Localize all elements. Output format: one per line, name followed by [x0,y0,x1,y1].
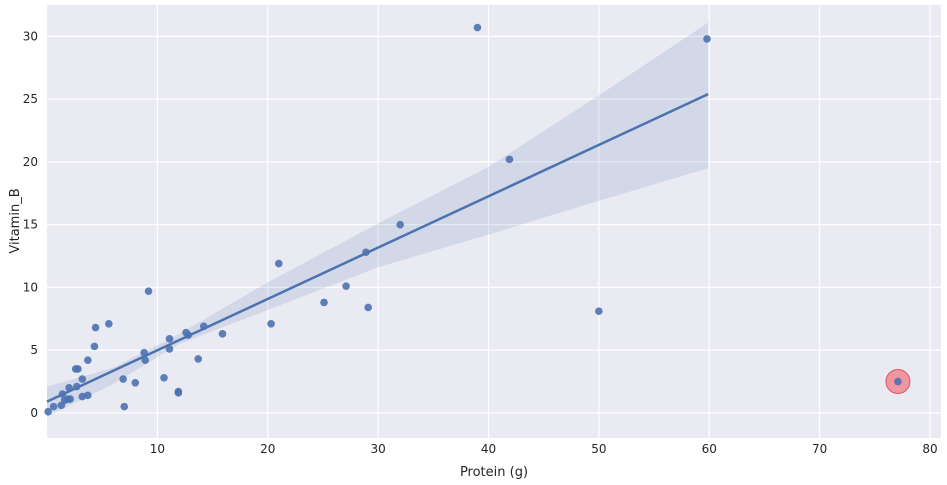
data-point [131,378,140,387]
plot-background [47,5,941,438]
x-tick-label: 50 [591,442,606,456]
x-tick-label: 10 [150,442,165,456]
data-point [65,383,73,392]
data-point [894,377,902,386]
data-point [396,220,404,229]
x-tick-labels: 10 20 30 40 50 60 70 80 [150,442,938,456]
data-point [44,407,52,416]
data-point [473,23,482,32]
confidence-band [47,22,709,417]
data-point [505,155,514,164]
x-tick-label: 70 [812,442,827,456]
data-point [74,365,82,373]
regression-fit-line [46,92,709,403]
data-point [218,330,227,338]
y-tick-label: 30 [23,29,38,43]
data-point [105,319,113,328]
data-point [199,322,208,331]
y-tick-label: 5 [30,343,38,357]
data-point [91,323,100,332]
data-point [141,356,150,364]
y-axis-label: Vitamin_B [8,188,23,253]
grid-lines [47,5,941,438]
y-tick-label: 0 [30,406,38,420]
x-tick-label: 60 [702,442,717,456]
data-point [119,375,127,383]
data-point [595,307,603,316]
x-tick-label: 20 [260,442,275,456]
data-point [274,259,283,268]
data-point [144,287,153,295]
y-tick-labels: 0 5 10 15 20 25 30 [23,29,38,420]
highlighted-point [885,369,911,395]
data-point [84,391,92,400]
x-axis-label: Protein (g) [460,465,528,480]
x-tick-label: 40 [481,442,496,456]
data-point [84,356,92,364]
data-point [165,345,174,353]
data-point [194,355,203,363]
x-tick-label: 30 [370,442,385,456]
data-point [364,303,372,312]
data-point [66,395,74,403]
data-point [78,375,87,383]
data-point [73,382,81,391]
data-point [703,35,711,43]
y-tick-label: 25 [23,92,38,106]
data-point [120,402,129,411]
confidence-band-area [47,22,709,417]
y-tick-label: 10 [23,280,38,294]
data-point [165,335,174,343]
y-tick-label: 15 [23,218,38,232]
data-point [140,348,148,357]
data-point [342,282,350,290]
data-point [49,402,58,411]
data-point [58,390,67,398]
data-point [160,373,168,382]
data-point [184,331,193,339]
data-point [362,248,370,257]
scatter-points [44,23,711,416]
regression-line [46,92,709,403]
x-tick-label: 80 [922,442,937,456]
data-point [320,298,328,307]
y-tick-label: 20 [23,155,38,169]
data-point [174,389,183,397]
data-point [267,319,275,328]
data-point [90,342,99,351]
